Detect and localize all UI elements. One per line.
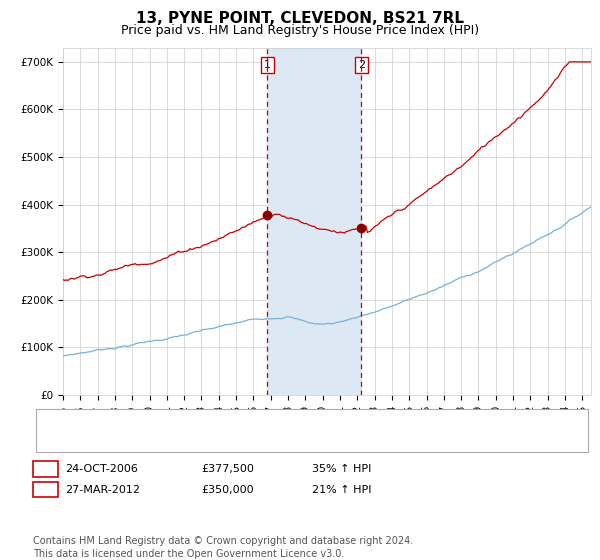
Text: HPI: Average price, detached house, North Somerset: HPI: Average price, detached house, Nort…: [96, 436, 391, 446]
Text: Price paid vs. HM Land Registry's House Price Index (HPI): Price paid vs. HM Land Registry's House …: [121, 24, 479, 36]
Text: 2: 2: [42, 483, 49, 497]
Text: 1: 1: [42, 463, 49, 476]
Text: 2: 2: [358, 60, 365, 70]
Bar: [268, 48, 361, 395]
Text: 13, PYNE POINT, CLEVEDON, BS21 7RL: 13, PYNE POINT, CLEVEDON, BS21 7RL: [136, 11, 464, 26]
Text: £377,500: £377,500: [201, 464, 254, 474]
Text: 27-MAR-2012: 27-MAR-2012: [65, 485, 140, 495]
Text: 1: 1: [264, 60, 271, 70]
Text: 21% ↑ HPI: 21% ↑ HPI: [312, 485, 371, 495]
Text: £350,000: £350,000: [201, 485, 254, 495]
Text: Contains HM Land Registry data © Crown copyright and database right 2024.
This d: Contains HM Land Registry data © Crown c…: [33, 536, 413, 559]
Text: 24-OCT-2006: 24-OCT-2006: [65, 464, 137, 474]
Text: 35% ↑ HPI: 35% ↑ HPI: [312, 464, 371, 474]
Text: 13, PYNE POINT, CLEVEDON, BS21 7RL (detached house): 13, PYNE POINT, CLEVEDON, BS21 7RL (deta…: [96, 415, 413, 425]
